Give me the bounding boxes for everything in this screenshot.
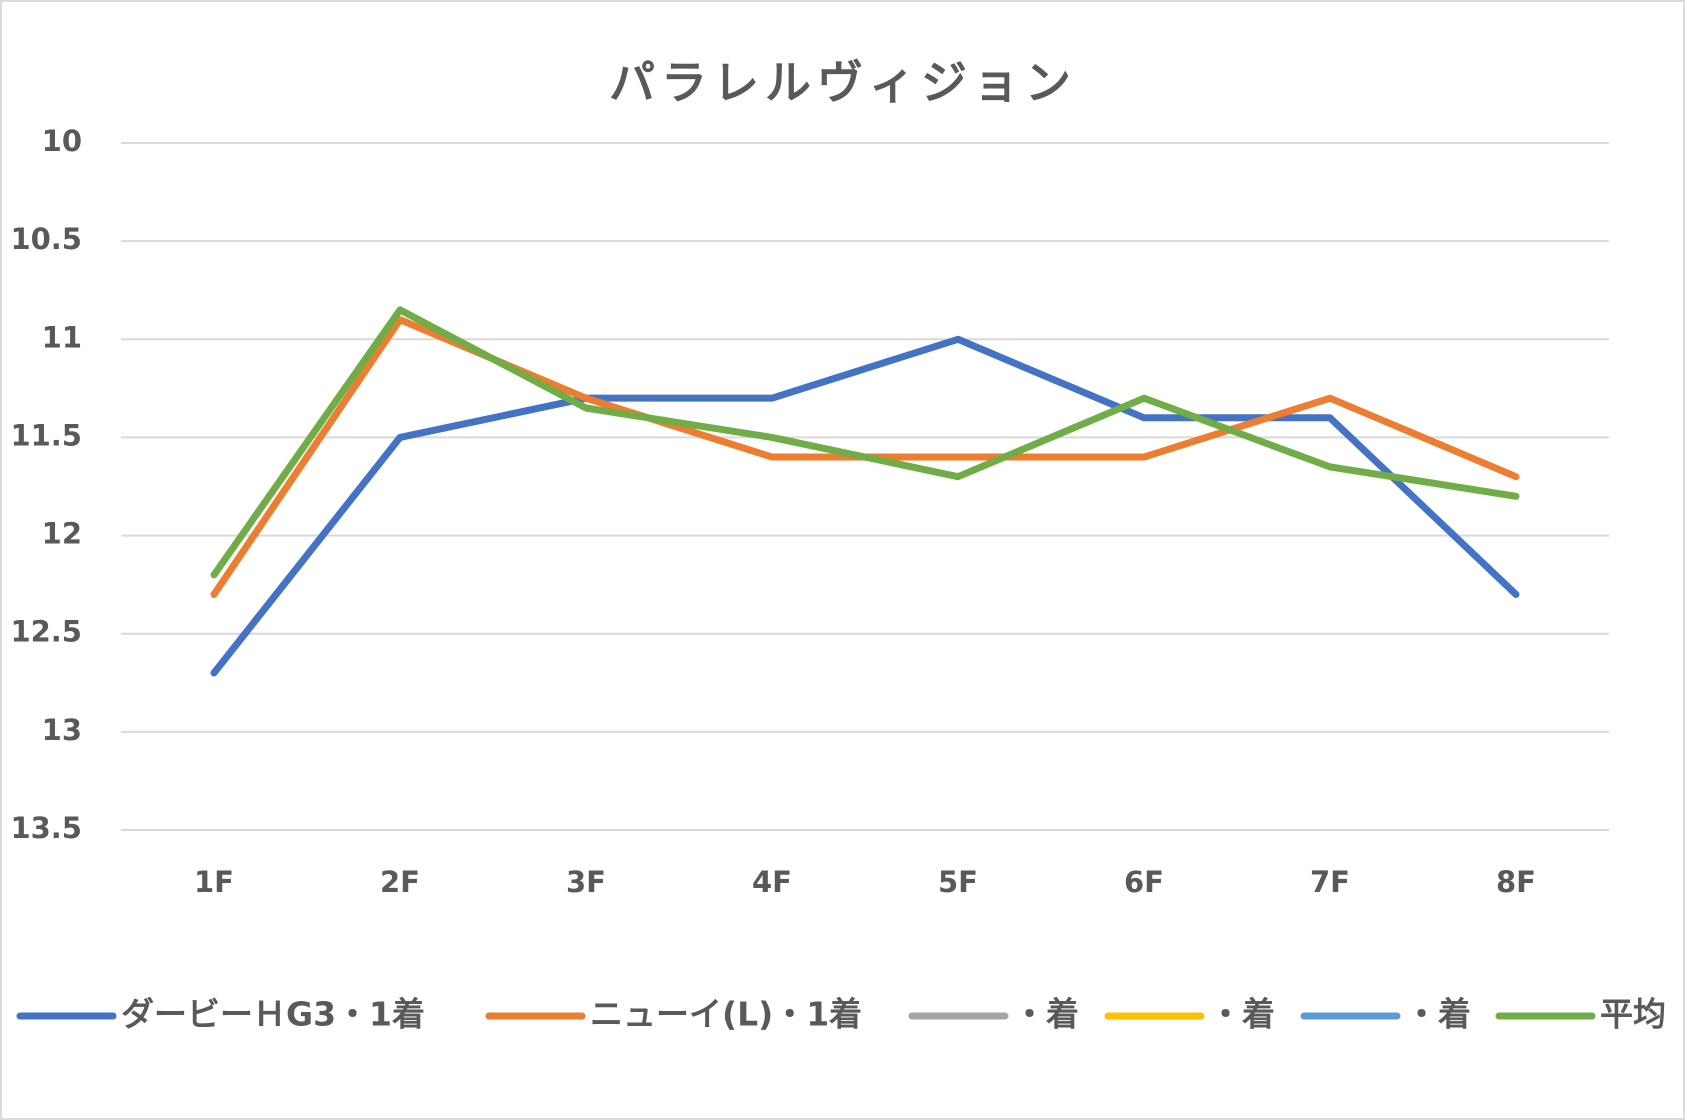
x-tick-label: 3F	[566, 865, 606, 899]
y-tick-label: 13.5	[10, 811, 82, 845]
legend-label: 平均	[1600, 995, 1666, 1034]
x-tick-label: 5F	[938, 865, 978, 899]
x-tick-label: 1F	[194, 865, 234, 899]
y-tick-label: 10.5	[10, 222, 82, 256]
legend-label: ニューイ(L)・1着	[590, 995, 862, 1034]
x-tick-label: 8F	[1496, 865, 1536, 899]
legend-label: ダービーＨG3・1着	[121, 995, 425, 1034]
legend-label: ・着	[1013, 995, 1079, 1034]
chart-title: パラレルヴィジョン	[609, 56, 1077, 110]
line-series	[210, 306, 1520, 579]
x-tick-label: 7F	[1310, 865, 1350, 899]
y-tick-label: 13	[42, 713, 82, 747]
line-series	[210, 335, 1520, 677]
y-tick-label: 12.5	[10, 615, 82, 649]
x-tick-label: 4F	[752, 865, 792, 899]
y-tick-label: 11	[42, 320, 82, 354]
x-tick-label: 6F	[1124, 865, 1164, 899]
y-tick-label: 12	[42, 517, 82, 551]
legend-label: ・着	[1209, 995, 1275, 1034]
legend-label: ・着	[1405, 995, 1471, 1034]
y-tick-label: 10	[42, 124, 82, 158]
y-tick-label: 11.5	[10, 418, 82, 452]
x-tick-label: 2F	[380, 865, 420, 899]
